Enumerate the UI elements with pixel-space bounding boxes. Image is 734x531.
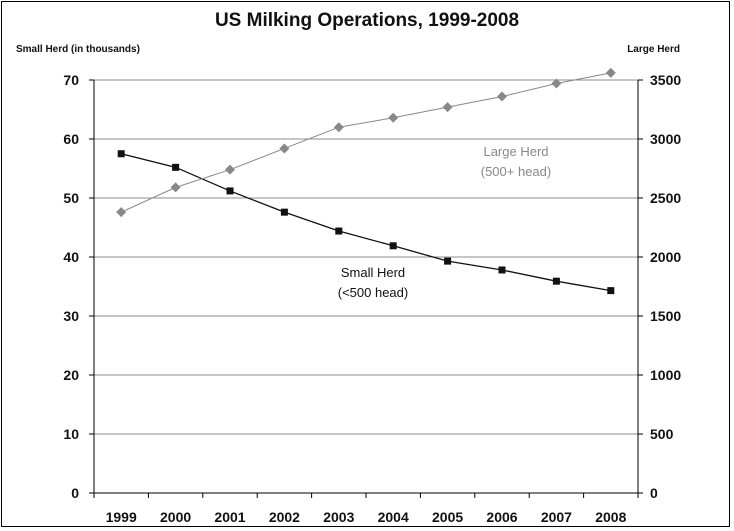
series-labels: Large Herd (500+ head) Small Herd (<500 hea…: [338, 144, 551, 300]
plot-area: [93, 79, 639, 494]
y-right-tick-label: 2000: [650, 249, 681, 265]
small-herd-line: [121, 153, 611, 292]
x-tick-label: 2007: [541, 509, 572, 525]
small-herd-label: (<500 head): [338, 285, 408, 300]
small-herd-point: [335, 227, 343, 235]
small-herd-point: [389, 242, 397, 250]
large-herd-line: [120, 72, 611, 213]
series-layer: [116, 67, 616, 295]
y-right-tick-label: 1500: [650, 308, 681, 324]
large-herd-point: [551, 78, 562, 89]
y-left-axis-title: Small Herd (in thousands): [16, 44, 140, 55]
small-herd-point: [280, 208, 288, 216]
small-herd-point: [552, 277, 560, 285]
chart-title: US Milking Operations, 1999-2008: [214, 10, 520, 31]
axes: 0 0 10 500 20 1000 30 1500 40 2000 50 2500 60 3000 70 3…: [63, 72, 681, 525]
y-left-tick-label: 0: [71, 485, 79, 501]
large-herd-label: (500+ head): [481, 164, 551, 179]
y-right-axis-title: Large Herd: [627, 44, 680, 55]
small-herd-point: [172, 163, 180, 171]
x-tick-label: 1999: [106, 509, 137, 525]
small-herd-point: [226, 187, 234, 195]
small-herd-point: [444, 257, 452, 265]
x-tick-label: 2000: [160, 509, 191, 525]
y-left-tick-label: 30: [63, 308, 79, 324]
y-right-tick-label: 3000: [650, 131, 681, 147]
large-herd-point: [170, 182, 181, 193]
small-herd-point: [607, 287, 615, 295]
plot-background: [93, 79, 639, 494]
x-tick-label: 2004: [378, 509, 409, 525]
large-herd-label: Large Herd: [483, 144, 548, 159]
y-left-tick-label: 10: [63, 426, 79, 442]
y-left-tick-label: 20: [63, 367, 79, 383]
y-right-tick-label: 1000: [650, 367, 681, 383]
x-tick-label: 2005: [432, 509, 463, 525]
small-herd-label: Small Herd: [341, 265, 405, 280]
large-herd-point: [333, 122, 344, 133]
x-tick-label: 2001: [214, 509, 245, 525]
y-right-tick-label: 500: [650, 426, 674, 442]
x-tick-label: 2002: [269, 509, 300, 525]
x-tick-label: 2008: [595, 509, 626, 525]
x-tick-label: 2006: [486, 509, 517, 525]
large-herd-point: [497, 91, 507, 102]
small-herd-point: [117, 150, 125, 158]
small-herd-point: [498, 266, 506, 274]
large-herd-point: [442, 102, 453, 113]
large-herd-point: [116, 207, 127, 218]
y-left-tick-label: 50: [63, 190, 79, 206]
large-herd-point: [225, 164, 235, 175]
large-herd-point: [388, 112, 399, 123]
large-herd-point: [279, 143, 290, 154]
y-left-tick-label: 40: [63, 249, 79, 265]
x-tick-label: 2003: [323, 509, 354, 525]
y-right-tick-label: 3500: [650, 72, 681, 88]
y-left-tick-label: 70: [63, 72, 79, 88]
large-herd-point: [605, 67, 616, 78]
y-right-tick-label: 0: [650, 485, 658, 501]
y-left-tick-label: 60: [63, 131, 79, 147]
gridlines: [94, 79, 638, 435]
y-right-tick-label: 2500: [650, 190, 681, 206]
